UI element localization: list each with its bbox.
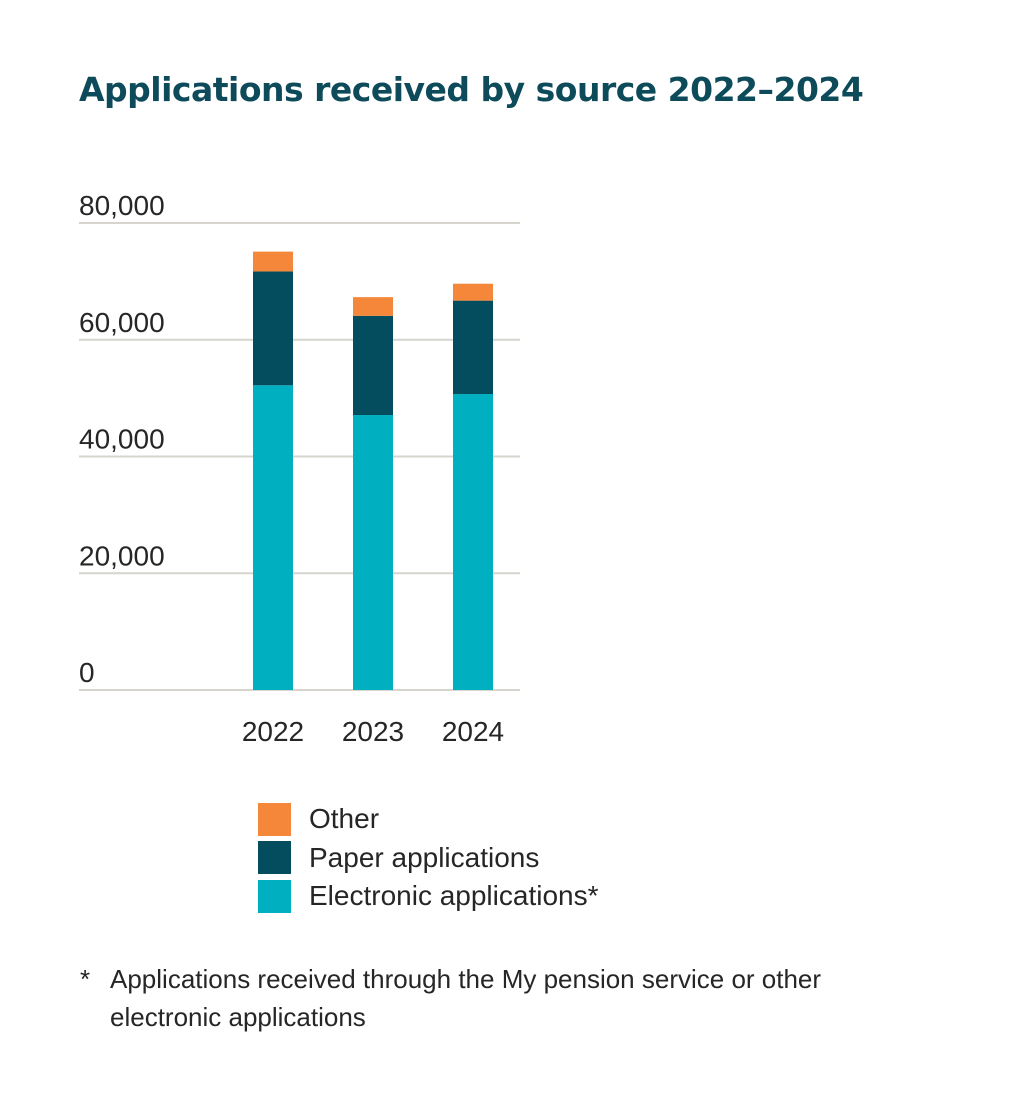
bar-segment (253, 385, 293, 690)
x-tick-label: 2024 (442, 716, 504, 747)
bar-segment (253, 271, 293, 386)
x-axis-tick-labels: 2022 2023 2024 (242, 716, 504, 747)
legend-item-other: Other (258, 800, 599, 839)
y-tick-label: 80,000 (79, 190, 165, 221)
legend-swatch-electronic (258, 879, 291, 913)
x-tick-label: 2022 (242, 716, 304, 747)
bars (253, 251, 493, 690)
legend-label: Electronic applications* (309, 880, 599, 912)
y-tick-label: 20,000 (79, 540, 165, 571)
legend-swatch-paper (258, 841, 291, 875)
bar-segment (353, 315, 393, 416)
gridlines (79, 222, 520, 691)
footnote-text: Applications received through the My pen… (110, 964, 822, 1032)
legend-item-electronic: Electronic applications* (258, 877, 599, 916)
bar-chart: 0 20,000 40,000 60,000 80,000 2022 2023 2024 (79, 190, 520, 747)
bar-segment (453, 394, 493, 690)
bar-segment (353, 297, 393, 316)
y-tick-label: 40,000 (79, 424, 165, 455)
legend-label: Paper applications (309, 841, 540, 873)
legend-item-paper: Paper applications (258, 839, 599, 878)
y-tick-label: 60,000 (79, 307, 165, 338)
bar-segment (453, 283, 493, 301)
y-tick-label: 0 (79, 657, 95, 688)
legend-swatch-other (258, 802, 291, 836)
legend-label: Other (309, 803, 380, 835)
x-tick-label: 2023 (342, 716, 404, 747)
legend: Other Paper applications Electronic appl… (258, 800, 599, 916)
footnote-mark: * (80, 964, 91, 994)
y-axis-tick-labels: 0 20,000 40,000 60,000 80,000 (79, 190, 165, 688)
bar-segment (253, 251, 293, 272)
bar-segment (453, 300, 493, 395)
chart-title: Applications received by source 2022–202… (79, 70, 864, 109)
footnote: * Applications received through the My p… (80, 960, 930, 1036)
bar-segment (353, 415, 393, 690)
